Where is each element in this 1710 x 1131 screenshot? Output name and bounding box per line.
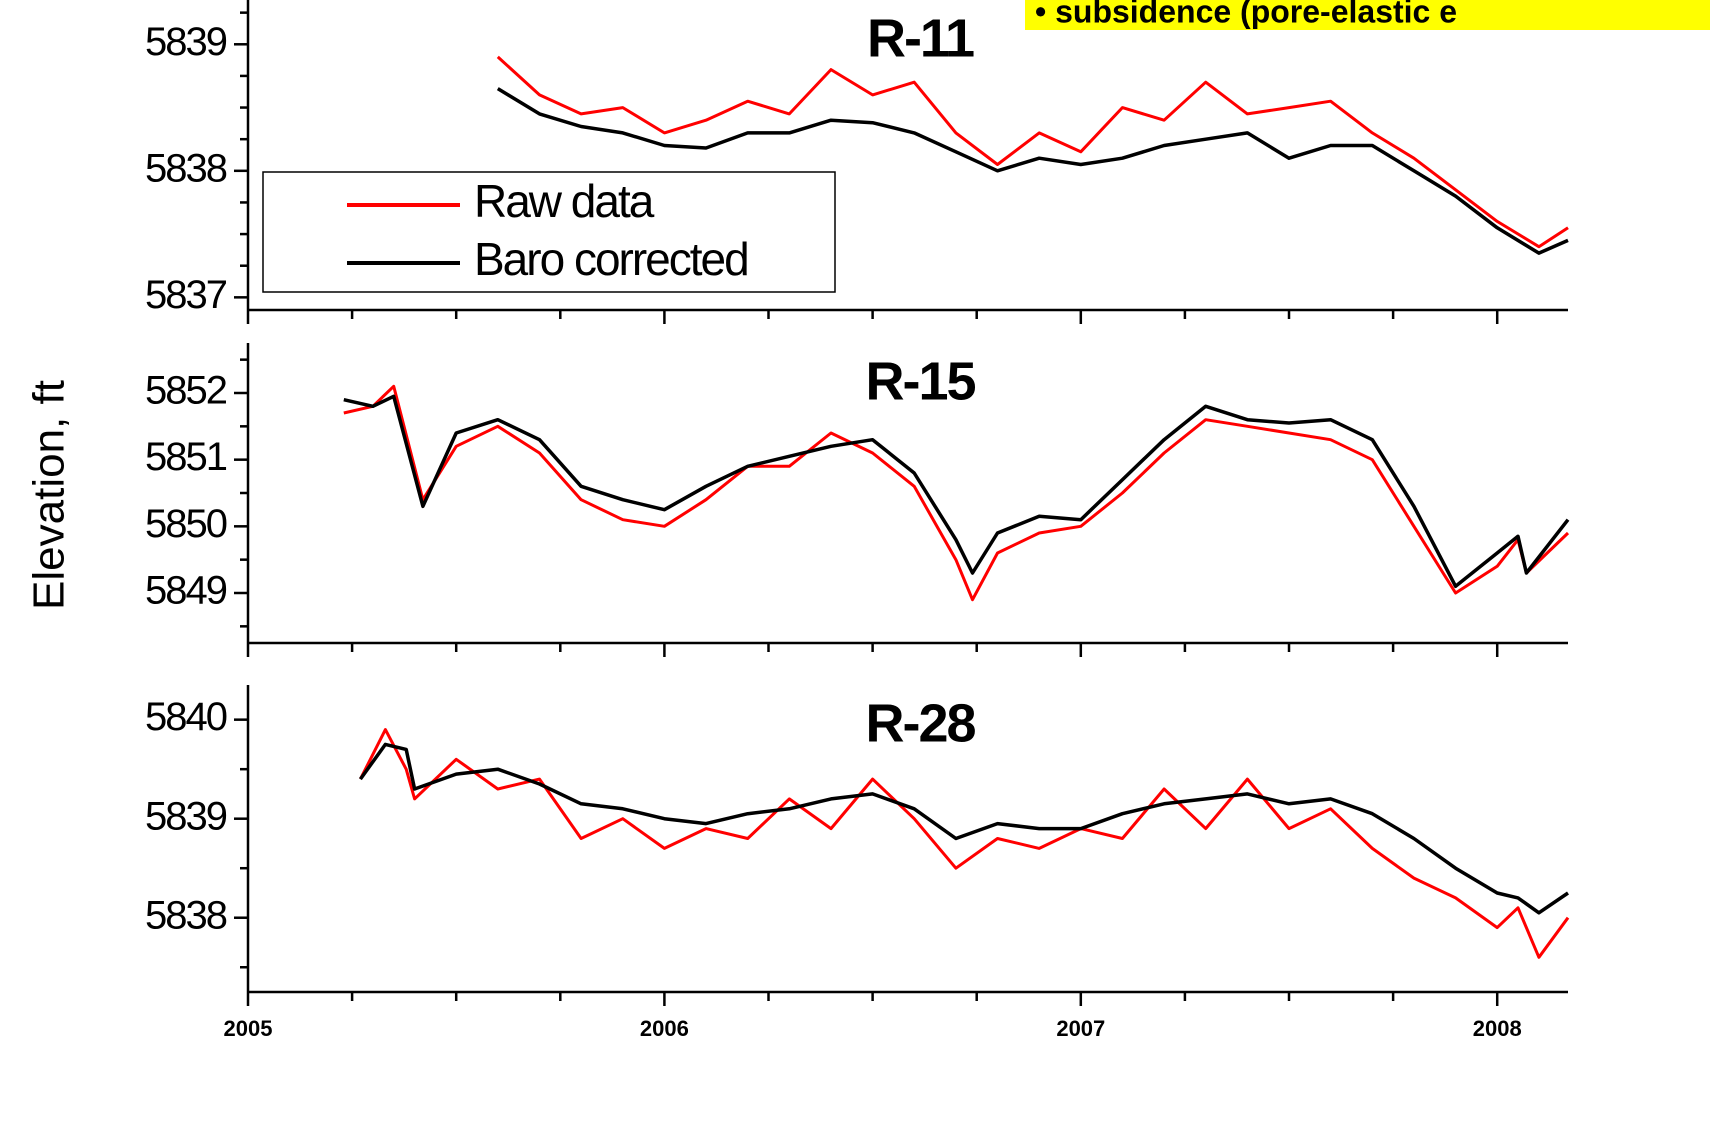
- y-tick-label: 5838: [145, 146, 227, 190]
- legend-label: Raw data: [474, 175, 655, 227]
- x-tick-label: 2006: [640, 1016, 689, 1041]
- y-tick-label: 5849: [145, 569, 227, 613]
- series-line: [496, 87, 1569, 255]
- x-tick-label: 2005: [224, 1016, 273, 1041]
- legend-label: Baro corrected: [474, 233, 748, 285]
- series-line: [343, 384, 1570, 602]
- y-tick-label: 5851: [145, 435, 227, 479]
- y-tick-label: 5839: [145, 20, 227, 64]
- legend-box: [262, 171, 836, 293]
- annotation: • subsidence (pore-elastic e: [1035, 0, 1457, 29]
- y-tick-label: 5837: [145, 273, 227, 317]
- series-line: [358, 742, 1569, 915]
- y-tick-label: 5839: [145, 794, 227, 838]
- series-line: [359, 728, 1570, 959]
- y-tick-label: 5840: [145, 695, 227, 739]
- y-tick-label: 5852: [145, 369, 227, 413]
- x-tick-label: 2007: [1056, 1016, 1105, 1041]
- series-line: [496, 55, 1569, 249]
- x-tick-label: 2008: [1473, 1016, 1522, 1041]
- panel-title: R-11: [867, 8, 974, 68]
- y-tick-label: 5838: [145, 893, 227, 937]
- y-tick-label: 5850: [145, 502, 227, 546]
- panel-title: R-15: [865, 351, 975, 411]
- y-axis-label: Elevation, ft: [25, 380, 74, 610]
- annotation-box: [1025, 0, 1710, 30]
- panel-title: R-28: [865, 693, 975, 753]
- series-line: [343, 394, 1570, 589]
